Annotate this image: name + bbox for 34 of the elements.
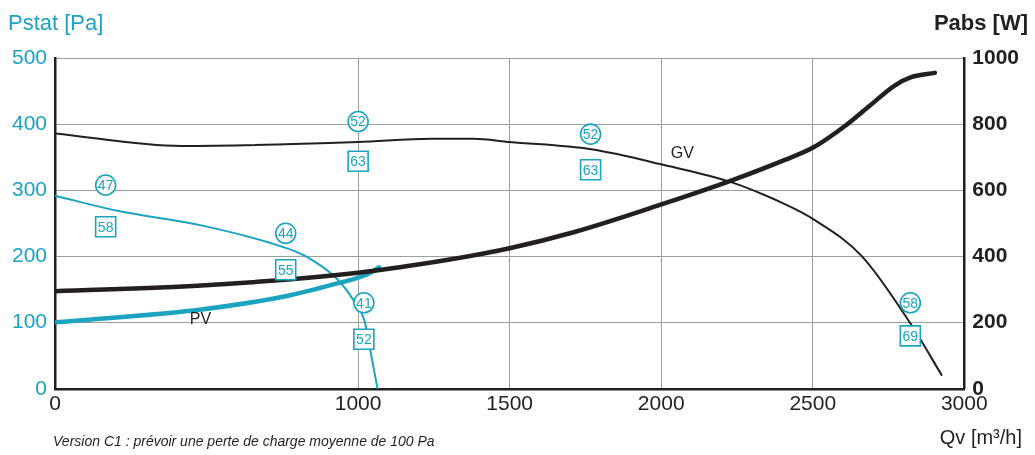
annotation: 47 bbox=[97, 176, 114, 193]
y2-tick-label: 800 bbox=[972, 110, 1008, 134]
annotation: 69 bbox=[902, 327, 919, 344]
y-tick-label: 0 bbox=[35, 375, 48, 399]
annotation: 44 bbox=[277, 225, 294, 242]
line-series bbox=[55, 194, 379, 389]
annotation: 52 bbox=[356, 331, 372, 348]
y2-tick-label: 400 bbox=[972, 243, 1008, 267]
text: Version C1 : prévoir une perte de charge moyenne de 100 Pa bbox=[53, 432, 435, 449]
y2-tick-label: 200 bbox=[972, 309, 1008, 333]
annotation: 55 bbox=[277, 261, 294, 278]
annotation: GV bbox=[670, 144, 695, 162]
annotation: 52 bbox=[582, 125, 599, 142]
annotation: 63 bbox=[582, 161, 599, 178]
y-tick-label: 400 bbox=[11, 110, 48, 134]
y-tick-label: 200 bbox=[11, 243, 48, 267]
annotation: 52 bbox=[350, 113, 367, 130]
x-tick-label: 2500 bbox=[789, 391, 837, 415]
annotation: 63 bbox=[350, 153, 367, 170]
annotation: PV bbox=[189, 309, 212, 327]
annotation: 58 bbox=[902, 294, 919, 311]
annotation: 58 bbox=[97, 218, 114, 235]
y-tick-label: 500 bbox=[11, 44, 48, 68]
x-axis-title: Qv [m³/h] bbox=[939, 425, 1022, 448]
y2-axis-title: Pabs [W] bbox=[933, 10, 1028, 36]
y-tick-label: 100 bbox=[11, 309, 48, 333]
y-axis-title: Pstat [Pa] bbox=[8, 10, 104, 36]
annotation: 41 bbox=[356, 294, 372, 311]
x-tick-label: 2000 bbox=[637, 391, 685, 415]
y-tick-label: 300 bbox=[11, 177, 48, 201]
x-tick-label: 1500 bbox=[486, 391, 534, 415]
x-tick-label: 1000 bbox=[334, 391, 382, 415]
y2-tick-label: 600 bbox=[972, 177, 1008, 201]
y2-tick-label: 1000 bbox=[972, 44, 1019, 68]
